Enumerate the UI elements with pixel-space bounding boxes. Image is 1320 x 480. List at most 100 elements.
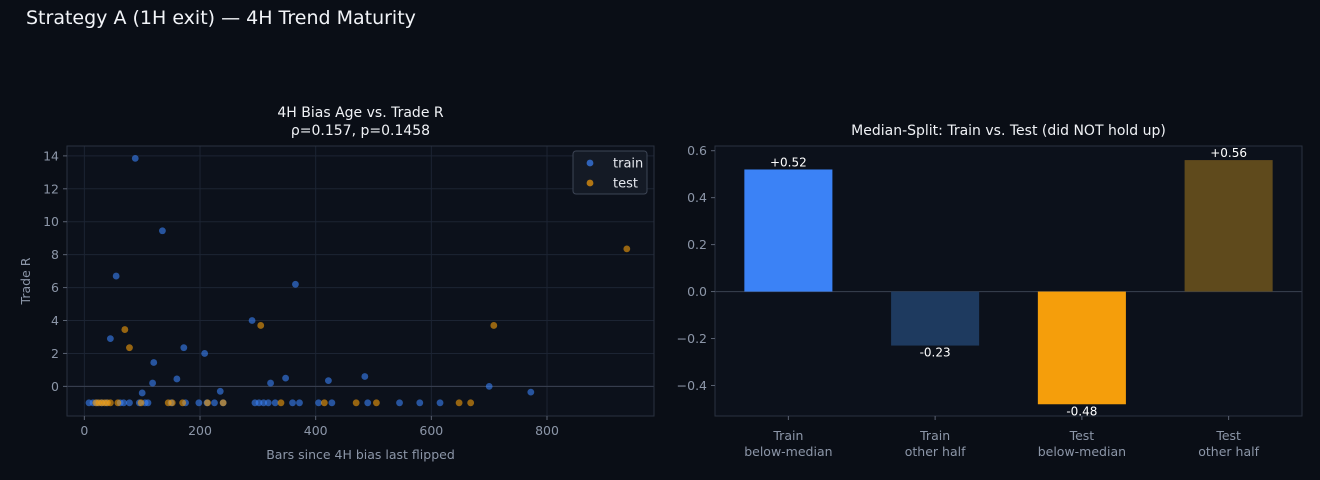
scatter-point-train: [315, 399, 322, 407]
bar-y-tick-label: 0.0: [687, 284, 707, 299]
scatter-point-train: [292, 280, 299, 288]
scatter-point-test: [106, 399, 114, 407]
scatter-point-test: [219, 399, 227, 407]
scatter-point-train: [112, 272, 120, 280]
legend-marker-train: [586, 159, 594, 167]
bar-value-label: +0.56: [1210, 146, 1247, 160]
bar-y-tick-label: −0.4: [677, 378, 707, 393]
scatter-series-test: [92, 245, 631, 407]
bar-category-label: Train: [919, 428, 950, 443]
scatter-x-tick-label: 800: [535, 423, 559, 438]
scatter-plot-area: [67, 146, 654, 416]
scatter-point-test: [126, 344, 133, 352]
scatter-axes-frame: [66, 145, 655, 417]
bar-y-tick-label: 0.6: [687, 143, 707, 158]
scatter-point-test: [204, 399, 211, 407]
scatter-point-test: [455, 399, 463, 407]
scatter-point-train: [180, 344, 188, 352]
scatter-point-test: [179, 399, 187, 407]
bar-category-label: below-median: [744, 444, 832, 459]
scatter-point-train: [296, 399, 303, 407]
scatter-point-train: [106, 335, 114, 343]
page-title: Strategy A (1H exit) — 4H Trend Maturity: [26, 7, 416, 29]
bar-category-label: other half: [905, 444, 966, 459]
scatter-x-tick-label: 600: [419, 423, 443, 438]
scatter-point-train: [248, 317, 256, 324]
legend-label-train: train: [613, 157, 643, 172]
scatter-y-tick-label: 14: [43, 148, 59, 163]
scatter-point-train: [364, 399, 372, 407]
scatter-point-test: [467, 399, 475, 407]
scatter-point-train: [396, 399, 403, 407]
scatter-point-test: [623, 245, 631, 253]
scatter-x-axis-label: Bars since 4H bias last flipped: [266, 447, 455, 462]
scatter-x-tick-label: 0: [80, 423, 88, 438]
scatter-point-test: [168, 399, 176, 407]
bar-y-tick-label: 0.2: [687, 237, 707, 252]
scatter-point-train: [282, 374, 290, 382]
scatter-point-train: [267, 379, 274, 387]
scatter-point-train: [173, 375, 181, 383]
scatter-point-train: [211, 399, 218, 407]
scatter-point-test: [257, 322, 265, 329]
scatter-point-train: [159, 227, 166, 235]
bar-category-label: Test: [1215, 428, 1241, 443]
scatter-point-train: [120, 399, 128, 407]
bar-category-label: other half: [1198, 444, 1259, 459]
scatter-point-test: [114, 399, 122, 407]
scatter-point-train: [149, 379, 156, 387]
scatter-point-train: [144, 399, 152, 407]
legend-marker-test: [586, 179, 594, 187]
bar-3: [1037, 291, 1126, 405]
scatter-chart: 0 200 400 600 800 0 2 4 6 8 10 12 14 4H Bias Age vs. …: [18, 105, 655, 462]
scatter-point-train: [416, 399, 424, 407]
scatter-point-train: [436, 399, 444, 407]
scatter-y-tick-label: 8: [51, 247, 59, 262]
scatter-point-train: [264, 399, 272, 407]
scatter-point-test: [277, 399, 285, 407]
scatter-point-test: [121, 326, 129, 333]
bar-4: [1184, 160, 1273, 292]
bar-y-tick-label: 0.4: [687, 190, 707, 205]
scatter-point-test: [137, 399, 145, 407]
scatter-point-train: [201, 350, 209, 357]
scatter-y-tick-label: 0: [51, 379, 59, 394]
scatter-x-tick-label: 200: [188, 423, 212, 438]
scatter-title-line2: ρ=0.157, p=0.1458: [291, 123, 430, 139]
scatter-point-train: [271, 399, 279, 407]
bar-value-label: -0.48: [1066, 404, 1097, 418]
scatter-point-train: [131, 154, 139, 162]
scatter-point-test: [352, 399, 360, 407]
scatter-y-tick-label: 4: [51, 313, 59, 328]
bar-title: Median-Split: Train vs. Test (did NOT ho…: [851, 123, 1166, 139]
bar-2: [891, 291, 980, 346]
scatter-x-tick-label: 400: [304, 423, 328, 438]
scatter-point-train: [126, 399, 133, 407]
scatter-y-axis-label: Trade R: [18, 257, 33, 305]
bar-category-label: below-median: [1038, 444, 1126, 459]
legend-label-test: test: [613, 177, 638, 192]
scatter-point-train: [527, 388, 535, 396]
scatter-y-tick-label: 12: [43, 181, 59, 196]
scatter-point-train: [328, 399, 336, 407]
scatter-point-train: [289, 399, 296, 407]
scatter-point-train: [138, 389, 146, 397]
bar-value-label: -0.23: [920, 346, 951, 360]
bar-category-label: Train: [772, 428, 803, 443]
bar-value-label: +0.52: [770, 155, 807, 169]
scatter-point-train: [216, 387, 224, 395]
scatter-legend: train test: [572, 150, 648, 195]
scatter-point-test: [373, 399, 380, 407]
scatter-point-test: [320, 399, 328, 407]
scatter-title-line1: 4H Bias Age vs. Trade R: [277, 105, 443, 121]
scatter-point-train: [195, 399, 203, 407]
scatter-y-tick-label: 2: [51, 346, 59, 361]
scatter-point-train: [485, 382, 493, 390]
scatter-point-train: [150, 359, 158, 366]
bar-y-tick-label: −0.2: [677, 331, 707, 346]
bar-axes-frame: [714, 145, 1303, 417]
scatter-point-train: [325, 377, 332, 385]
scatter-point-train: [361, 373, 369, 380]
scatter-y-tick-label: 10: [43, 214, 59, 229]
